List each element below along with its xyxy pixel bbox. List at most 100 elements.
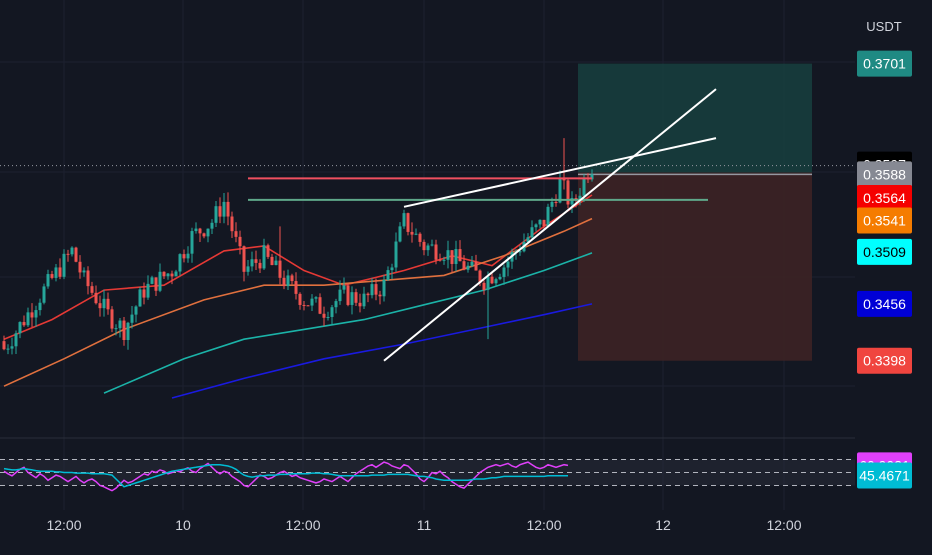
time-tick-label[interactable]: 10 [175, 517, 191, 533]
candle-body[interactable] [478, 270, 482, 283]
price-label-level[interactable] [857, 161, 912, 188]
candle-body[interactable] [430, 244, 434, 246]
candle-body[interactable] [346, 285, 350, 305]
candle-body[interactable] [330, 307, 334, 317]
candle-body[interactable] [390, 267, 394, 271]
candle-body[interactable] [418, 233, 422, 242]
candle-body[interactable] [178, 254, 182, 272]
candle-body[interactable] [590, 174, 594, 180]
candle-body[interactable] [582, 177, 586, 196]
candle-body[interactable] [114, 328, 118, 330]
candle-body[interactable] [206, 228, 210, 237]
candle-body[interactable] [482, 282, 486, 290]
candle-body[interactable] [26, 312, 30, 326]
candle-body[interactable] [350, 292, 354, 305]
candle-body[interactable] [18, 322, 22, 334]
candle-body[interactable] [106, 298, 110, 310]
price-axis[interactable]: USDT 0.37010.359703:200.35880.35640.3541… [857, 19, 912, 489]
candle-body[interactable] [426, 245, 430, 251]
candle-body[interactable] [358, 302, 362, 307]
candle-body[interactable] [570, 198, 574, 205]
candle-body[interactable] [170, 273, 174, 277]
price-label-stop[interactable] [857, 347, 912, 374]
candle-body[interactable] [270, 256, 274, 266]
price-label-target[interactable] [857, 50, 912, 77]
candle-body[interactable] [370, 284, 374, 296]
candle-body[interactable] [450, 250, 454, 264]
candle-body[interactable] [334, 301, 338, 308]
time-tick-label[interactable]: 12 [655, 517, 671, 533]
candle-body[interactable] [14, 333, 18, 347]
candle-body[interactable] [198, 228, 202, 234]
price-label-ma-red[interactable] [857, 184, 912, 211]
candle-body[interactable] [22, 322, 26, 326]
candle-body[interactable] [266, 245, 270, 257]
candle-body[interactable] [146, 283, 150, 298]
lower-trendline[interactable] [383, 88, 717, 362]
candle-body[interactable] [38, 302, 42, 311]
time-axis[interactable]: 12:00 10 12:00 11 12:00 12 12:00 [46, 517, 801, 533]
candle-body[interactable] [490, 276, 494, 284]
candle-body[interactable] [462, 261, 466, 270]
candle-body[interactable] [282, 277, 286, 287]
candle-body[interactable] [506, 261, 510, 268]
candle-body[interactable] [394, 241, 398, 268]
candle-body[interactable] [234, 231, 238, 237]
candle-body[interactable] [554, 201, 558, 203]
candle-body[interactable] [530, 227, 534, 238]
price-label-ma-orange[interactable] [857, 207, 912, 234]
candle-body[interactable] [34, 310, 38, 318]
candle-body[interactable] [442, 259, 446, 261]
candle-body[interactable] [310, 298, 314, 306]
candle-body[interactable] [538, 219, 542, 225]
candle-body[interactable] [202, 233, 206, 237]
candle-body[interactable] [278, 260, 282, 278]
candle-body[interactable] [2, 341, 6, 350]
candle-body[interactable] [566, 180, 570, 205]
candle-body[interactable] [338, 289, 342, 302]
oscillator-value-label[interactable] [857, 462, 912, 489]
candle-body[interactable] [466, 265, 470, 270]
candle-body[interactable] [362, 293, 366, 307]
candle-body[interactable] [298, 293, 302, 305]
price-label-ma-cyan[interactable] [857, 238, 912, 265]
candle-body[interactable] [222, 201, 226, 217]
candle-body[interactable] [50, 274, 54, 278]
candle-body[interactable] [290, 275, 294, 282]
time-tick-label[interactable]: 12:00 [526, 517, 561, 533]
candle-body[interactable] [574, 198, 578, 200]
candle-body[interactable] [498, 276, 502, 280]
candle-body[interactable] [138, 289, 142, 307]
candle-body[interactable] [62, 253, 66, 277]
candle-body[interactable] [366, 293, 370, 296]
candle-body[interactable] [118, 320, 122, 329]
candle-body[interactable] [294, 281, 298, 294]
candle-body[interactable] [98, 303, 102, 309]
candle-body[interactable] [30, 312, 34, 318]
candle-body[interactable] [46, 274, 50, 287]
candle-body[interactable] [250, 259, 254, 267]
candle-body[interactable] [342, 285, 346, 290]
candle-body[interactable] [578, 195, 582, 200]
candle-body[interactable] [254, 259, 258, 263]
candle-body[interactable] [262, 245, 266, 269]
candle-body[interactable] [190, 231, 194, 254]
candle-body[interactable] [158, 271, 162, 291]
candle-body[interactable] [218, 206, 222, 217]
candle-body[interactable] [374, 284, 378, 295]
candle-body[interactable] [58, 267, 62, 277]
candle-body[interactable] [454, 249, 458, 264]
candle-body[interactable] [78, 261, 82, 273]
candle-body[interactable] [90, 286, 94, 293]
candle-body[interactable] [226, 201, 230, 217]
candle-body[interactable] [126, 322, 130, 340]
candle-body[interactable] [434, 244, 438, 260]
time-tick-label[interactable]: 12:00 [285, 517, 320, 533]
time-tick-label[interactable]: 11 [417, 517, 432, 533]
candle-body[interactable] [102, 298, 106, 309]
candle-body[interactable] [306, 305, 310, 307]
candle-body[interactable] [66, 253, 70, 255]
candle-body[interactable] [134, 306, 138, 315]
